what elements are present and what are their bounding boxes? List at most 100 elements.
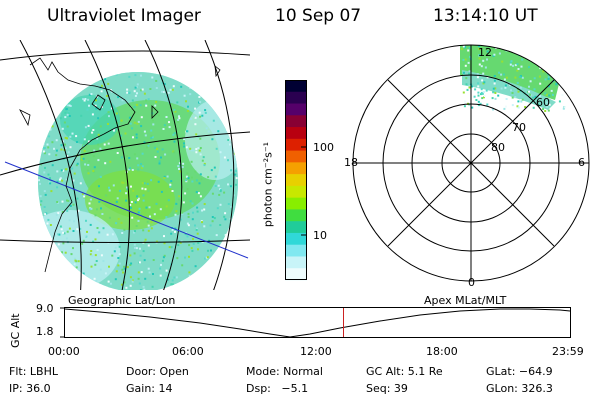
speckle-pixel: [64, 143, 66, 146]
speckle-pixel: [534, 95, 537, 98]
speckle-pixel: [69, 105, 72, 107]
speckle-pixel: [163, 235, 165, 238]
speckle-pixel: [199, 101, 202, 103]
speckle-pixel: [90, 207, 93, 210]
speckle-pixel: [70, 253, 73, 256]
speckle-pixel: [101, 84, 103, 87]
status-filter: Flt: LBHL: [9, 365, 58, 378]
speckle-pixel: [134, 230, 136, 233]
speckle-pixel: [98, 185, 100, 188]
speckle-pixel: [47, 218, 50, 221]
speckle-pixel: [224, 212, 227, 215]
speckle-pixel: [61, 179, 64, 182]
speckle-pixel: [115, 112, 118, 115]
speckle-pixel: [159, 274, 162, 277]
speckle-pixel: [138, 261, 141, 264]
speckle-pixel: [146, 220, 149, 223]
speckle-pixel: [539, 53, 542, 56]
speckle-pixel: [163, 83, 166, 86]
speckle-pixel: [146, 143, 149, 146]
speckle-pixel: [173, 276, 176, 279]
speckle-pixel: [108, 265, 110, 268]
speckle-pixel: [59, 178, 61, 181]
speckle-pixel: [477, 100, 480, 103]
speckle-pixel: [121, 268, 124, 271]
speckle-pixel: [520, 65, 523, 68]
speckle-pixel: [209, 224, 212, 227]
speckle-pixel: [550, 89, 553, 92]
speckle-pixel: [117, 264, 120, 267]
speckle-pixel: [480, 65, 483, 68]
speckle-pixel: [120, 119, 123, 122]
speckle-pixel: [178, 167, 180, 170]
speckle-pixel: [79, 227, 82, 230]
speckle-pixel: [204, 109, 207, 112]
speckle-pixel: [468, 70, 471, 73]
speckle-pixel: [185, 175, 188, 178]
speckle-pixel: [66, 125, 69, 128]
speckle-pixel: [90, 250, 93, 252]
speckle-pixel: [219, 203, 222, 206]
speckle-pixel: [55, 154, 58, 157]
speckle-pixel: [162, 256, 165, 259]
speckle-pixel: [229, 143, 231, 146]
speckle-pixel: [55, 149, 58, 152]
speckle-pixel: [43, 152, 46, 155]
speckle-pixel: [555, 83, 558, 86]
speckle-pixel: [494, 97, 497, 100]
speckle-pixel: [524, 106, 527, 108]
speckle-pixel: [130, 262, 133, 265]
speckle-pixel: [109, 282, 112, 285]
speckle-pixel: [154, 104, 157, 107]
speckle-pixel: [556, 68, 559, 71]
speckle-pixel: [61, 211, 64, 213]
colorbar-tick-10: 10: [313, 229, 327, 242]
speckle-pixel: [461, 73, 463, 76]
speckle-pixel: [491, 97, 494, 100]
speckle-pixel: [89, 198, 92, 201]
speckle-pixel: [140, 271, 143, 274]
speckle-pixel: [196, 206, 199, 209]
speckle-pixel: [195, 228, 198, 231]
speckle-pixel: [174, 250, 177, 253]
speckle-pixel: [200, 178, 203, 181]
speckle-pixel: [232, 194, 235, 197]
speckle-pixel: [139, 104, 142, 107]
speckle-pixel: [150, 227, 153, 230]
speckle-pixel: [83, 138, 86, 141]
speckle-pixel: [80, 114, 83, 117]
speckle-pixel: [213, 166, 216, 169]
speckle-pixel: [174, 213, 177, 216]
speckle-pixel: [129, 284, 132, 287]
speckle-pixel: [462, 91, 465, 94]
speckle-pixel: [528, 85, 530, 88]
speckle-pixel: [67, 160, 70, 163]
speckle-pixel: [56, 201, 59, 203]
speckle-pixel: [143, 182, 146, 185]
speckle-pixel: [111, 254, 114, 257]
speckle-pixel: [136, 157, 139, 160]
speckle-pixel: [140, 89, 143, 92]
speckle-pixel: [467, 48, 470, 50]
colorbar: [285, 80, 307, 281]
speckle-pixel: [118, 253, 121, 256]
speckle-pixel: [155, 101, 158, 103]
speckle-pixel: [563, 51, 566, 54]
speckle-pixel: [157, 114, 160, 117]
speckle-pixel: [76, 141, 78, 143]
speckle-pixel: [69, 135, 72, 138]
speckle-pixel: [199, 195, 202, 198]
speckle-pixel: [87, 98, 90, 101]
speckle-pixel: [544, 110, 547, 112]
speckle-pixel: [462, 45, 465, 48]
speckle-pixel: [484, 66, 487, 69]
speckle-pixel: [44, 193, 47, 196]
speckle-pixel: [477, 91, 480, 94]
speckle-pixel: [516, 69, 519, 72]
speckle-pixel: [183, 94, 186, 97]
speckle-pixel: [468, 86, 471, 89]
speckle-pixel: [547, 77, 550, 80]
speckle-pixel: [199, 137, 202, 140]
speckle-pixel: [203, 164, 206, 167]
speckle-pixel: [116, 197, 119, 200]
